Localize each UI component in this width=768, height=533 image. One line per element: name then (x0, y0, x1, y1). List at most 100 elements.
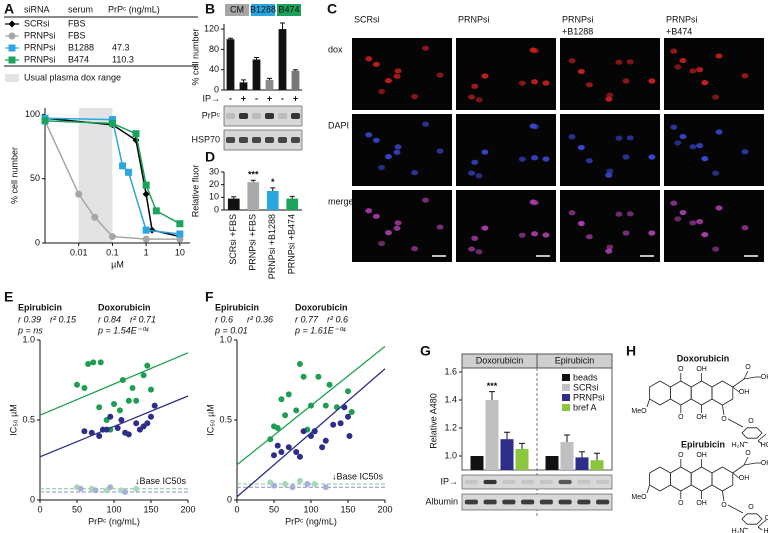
x-tick-label: - (281, 93, 284, 103)
cell (436, 224, 444, 230)
y-tick-label: 0.5 (22, 414, 35, 424)
bar (291, 70, 300, 90)
atom-label: OH (696, 414, 707, 421)
blot-band (558, 499, 572, 505)
legend-swatch (562, 384, 570, 391)
point (346, 433, 353, 439)
point (271, 482, 277, 489)
cell (384, 154, 392, 160)
error-bar (241, 79, 246, 83)
cell (615, 211, 623, 217)
legend-serum: B1288 (68, 42, 94, 52)
cell (372, 61, 380, 67)
bar (560, 442, 574, 470)
y-axis-label: IC₅₀ µM (8, 404, 18, 436)
cell (378, 240, 386, 247)
panel-letter: H (626, 343, 636, 359)
series-stat: p = 0.01 (214, 325, 248, 335)
cell (689, 68, 697, 74)
point (144, 420, 151, 427)
point (107, 484, 114, 491)
cell (422, 197, 430, 203)
x-tick-label: + (293, 93, 298, 103)
column-label: +B1288 (562, 26, 593, 36)
cell (411, 246, 419, 252)
x-tick-label: PRNPsi +B1288 (267, 214, 277, 279)
cell (394, 68, 402, 74)
cell (436, 72, 444, 78)
blot-band (277, 113, 288, 119)
cell (679, 133, 687, 140)
fit-line (236, 368, 386, 498)
cell (411, 94, 419, 100)
cell (712, 246, 720, 252)
cell (622, 154, 630, 160)
error-bar (489, 391, 495, 400)
bar (266, 191, 279, 210)
shaded-range (78, 108, 113, 243)
atom-label: O (748, 418, 754, 425)
cell (701, 156, 709, 162)
legend-header: serum (68, 4, 93, 14)
point (96, 433, 103, 439)
cell (577, 220, 585, 227)
cell (679, 209, 687, 216)
series-stat: p = 1.61E⁻⁰⁴ (294, 325, 346, 335)
point (293, 449, 300, 455)
y-tick-label: 30 (209, 166, 219, 176)
cell (696, 143, 704, 149)
legend-serum: B474 (68, 54, 89, 64)
series-stat: r² 0.6 (327, 314, 348, 324)
blot (461, 493, 613, 511)
cell (468, 94, 476, 100)
legend-label: SCRsi (573, 382, 599, 392)
cell (568, 210, 576, 216)
blot-band (483, 499, 497, 505)
blot-band (577, 479, 591, 485)
legend-label: SCRsi (24, 18, 50, 28)
point (315, 373, 322, 380)
cell (648, 78, 656, 84)
cell (715, 129, 723, 135)
cell (394, 220, 402, 226)
point (322, 402, 329, 409)
legend-swatch (562, 394, 570, 401)
marker (176, 220, 184, 228)
cell (615, 59, 623, 65)
y-tick-label: 1.0 (22, 334, 35, 344)
x-tick-label: + (267, 93, 272, 103)
series-stat: p = 1.54E⁻⁰⁴ (97, 325, 149, 335)
legend-prpc: 110.3 (112, 54, 134, 64)
blot-band (238, 137, 249, 143)
x-axis-label: PrPᶜ (ng/mL) (285, 516, 337, 526)
atom-label: MeO (631, 494, 647, 501)
cell (475, 173, 483, 179)
x-tick-label: 0 (234, 504, 239, 514)
legend-serum: FBS (68, 18, 86, 28)
marker (142, 190, 150, 198)
point (74, 381, 80, 388)
y-tick-label: 0 (30, 494, 35, 504)
error-bar (280, 22, 285, 30)
ip-label: IP→ (440, 476, 458, 486)
point (148, 386, 154, 393)
cell (378, 88, 386, 95)
cell (670, 124, 678, 130)
molecule-name: Doxorubicin (677, 353, 730, 363)
marker (142, 181, 150, 189)
panel-letter: G (420, 343, 431, 359)
blot (461, 474, 613, 490)
bond (646, 484, 650, 494)
cell (481, 225, 489, 231)
y-axis-label: Relative fluor (190, 165, 200, 218)
series-name: Doxorubicin (295, 302, 348, 312)
y-tick-label: 1.0 (219, 334, 232, 344)
point (348, 409, 355, 415)
point (274, 425, 281, 431)
blot-band (539, 479, 553, 485)
point (278, 449, 285, 455)
x-tick-label: + (241, 93, 246, 103)
fit-line (39, 395, 189, 458)
cell (670, 200, 678, 206)
cell (712, 170, 720, 176)
